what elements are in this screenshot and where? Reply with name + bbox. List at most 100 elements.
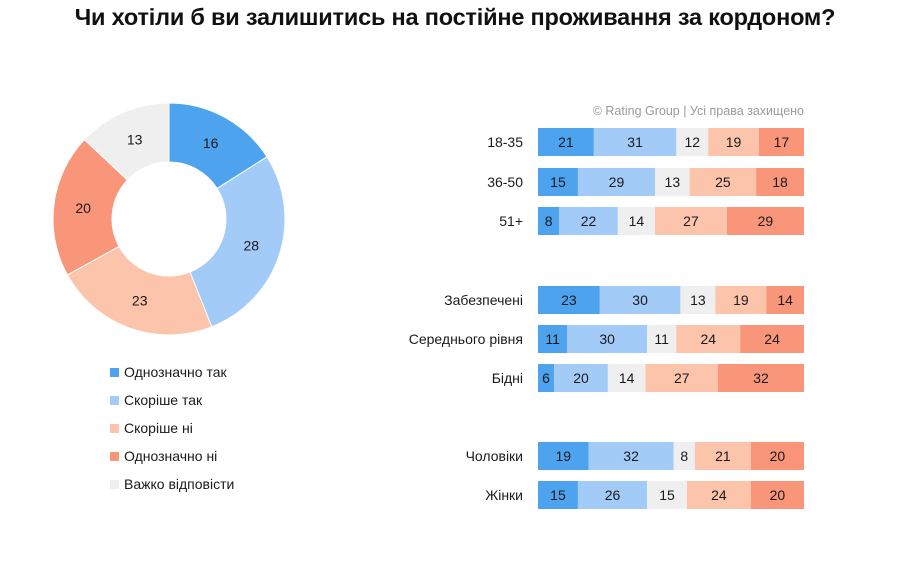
bar-segment: [559, 207, 618, 235]
donut-slice-label: 13: [127, 132, 143, 148]
donut-slice-4: [52, 138, 129, 276]
bar-segment-label: 26: [605, 487, 621, 503]
legend-label: Скоріше так: [124, 392, 203, 408]
bar-segment: [766, 286, 804, 314]
bar-segment: [554, 364, 608, 392]
bar-segment-label: 12: [684, 134, 700, 150]
donut-slice-label: 20: [75, 200, 91, 216]
bar-segment: [750, 442, 804, 470]
bar-segment: [538, 286, 600, 314]
legend-label: Скоріше ні: [124, 420, 193, 436]
donut-slice-label: 28: [243, 238, 259, 254]
bar-segment-label: 32: [623, 448, 639, 464]
bar-segment: [647, 481, 687, 509]
bar-segment: [538, 481, 578, 509]
bar-segment: [758, 128, 804, 156]
bar-segment-label: 20: [573, 370, 589, 386]
bar-segment: [538, 325, 568, 353]
bar-row-label: Чоловіки: [466, 448, 523, 464]
bar-segment: [538, 442, 589, 470]
donut-slice-label: 23: [132, 292, 148, 308]
bar-segment: [538, 168, 578, 196]
bar-segment-label: 20: [770, 448, 786, 464]
bar-segment-label: 21: [558, 134, 574, 150]
bar-row-label: Середнього рівня: [409, 331, 523, 347]
bar-segment-label: 27: [683, 213, 699, 229]
bar-segment-label: 14: [619, 370, 635, 386]
legend-label: Важко відповісти: [124, 476, 234, 492]
bar-segment: [718, 364, 804, 392]
bar-row-label: 51+: [499, 213, 523, 229]
bar-segment-label: 22: [581, 213, 597, 229]
bar-segment-label: 24: [764, 331, 780, 347]
bar-row-label: 18-35: [487, 134, 523, 150]
bar-segment: [680, 286, 716, 314]
donut-slice-3: [66, 245, 213, 336]
bar-segment: [708, 128, 759, 156]
donut-slice-5: [83, 102, 170, 181]
bar-segment-label: 15: [659, 487, 675, 503]
bar-segment: [726, 207, 804, 235]
bar-segment: [538, 128, 594, 156]
bar-segment-label: 18: [772, 174, 788, 190]
bar-segment-label: 19: [555, 448, 571, 464]
bar-segment-label: 30: [599, 331, 615, 347]
bar-row-label: 36-50: [487, 174, 523, 190]
bar-segment-label: 31: [627, 134, 643, 150]
bar-segment-label: 13: [665, 174, 681, 190]
bar-segment-label: 24: [711, 487, 727, 503]
bar-segment-label: 14: [777, 292, 793, 308]
bar-segment: [647, 325, 677, 353]
legend-swatch: [110, 424, 119, 433]
bar-segment: [689, 168, 757, 196]
bar-segment-label: 15: [550, 487, 566, 503]
bar-segment: [538, 207, 560, 235]
bar-segment: [588, 442, 674, 470]
legend-swatch: [110, 368, 119, 377]
bar-segment-label: 30: [632, 292, 648, 308]
bar-segment-label: 14: [629, 213, 645, 229]
bar-segment: [567, 325, 648, 353]
legend-label: Однозначно так: [124, 364, 227, 380]
bar-segment-label: 23: [561, 292, 577, 308]
bar-segment: [593, 128, 677, 156]
bar-segment: [676, 128, 709, 156]
bar-segment: [538, 364, 555, 392]
bar-segment-label: 20: [770, 487, 786, 503]
bar-segment-label: 27: [674, 370, 690, 386]
bar-segment: [686, 481, 751, 509]
bar-segment: [750, 481, 804, 509]
bar-segment: [673, 442, 695, 470]
legend-swatch: [110, 452, 119, 461]
bar-segment-label: 32: [753, 370, 769, 386]
bar-segment-label: 24: [700, 331, 716, 347]
chart-title: Чи хотіли б ви залишитись на постійне пр…: [74, 4, 836, 30]
bar-segment: [599, 286, 681, 314]
bar-segment: [577, 168, 656, 196]
bar-segment: [655, 207, 727, 235]
bar-segment-label: 25: [715, 174, 731, 190]
bar-segment-label: 11: [545, 331, 560, 347]
bar-segment: [694, 442, 751, 470]
copyright-notice: © Rating Group | Усі права захищено: [592, 104, 804, 118]
bar-segment-label: 11: [654, 331, 669, 347]
bar-segment-label: 29: [758, 213, 774, 229]
bar-segment: [577, 481, 648, 509]
bar-segment: [617, 207, 656, 235]
bar-segment: [645, 364, 719, 392]
bar-segment-label: 8: [545, 213, 553, 229]
bar-segment-label: 17: [774, 134, 790, 150]
bar-segment: [756, 168, 804, 196]
bar-segment-label: 13: [690, 292, 706, 308]
legend-swatch: [110, 396, 119, 405]
bar-segment: [715, 286, 767, 314]
bar-row-label: Забезпечені: [444, 292, 523, 308]
bar-segment-label: 15: [550, 174, 566, 190]
bar-segment: [655, 168, 690, 196]
bar-segment-label: 19: [726, 134, 742, 150]
bar-segment-label: 19: [733, 292, 749, 308]
bar-row-label: Жінки: [485, 487, 523, 503]
bar-segment-label: 21: [715, 448, 731, 464]
legend-swatch: [110, 480, 119, 489]
donut-slice-label: 16: [203, 135, 219, 151]
